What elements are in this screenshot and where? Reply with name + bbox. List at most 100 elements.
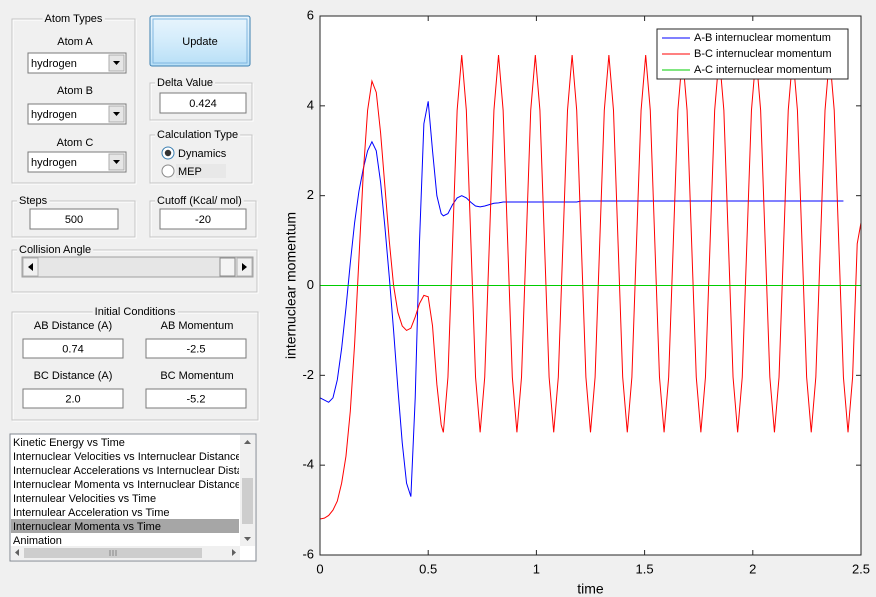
x-tick-label: 1 <box>533 561 540 576</box>
atom-label: Atom A <box>57 36 93 48</box>
radio-label-bg <box>176 164 226 178</box>
legend-label: B-C internuclear momentum <box>694 48 832 60</box>
list-item[interactable]: Internuclear Velocities vs Internuclear … <box>13 451 242 463</box>
dropdown[interactable] <box>27 151 127 173</box>
field-label: BC Momentum <box>160 370 233 382</box>
input-text: -2.5 <box>187 343 206 355</box>
list-item[interactable]: Kinetic Energy vs Time <box>13 437 125 449</box>
panel-title-bg <box>155 194 244 208</box>
steps-panel <box>12 201 137 239</box>
collision-panel <box>12 250 259 294</box>
list-item[interactable]: Internuclear Momenta vs Time <box>13 521 161 533</box>
list-selection <box>11 519 239 533</box>
plot-listbox[interactable] <box>9 433 257 562</box>
panel-title-bg <box>17 243 94 257</box>
x-tick-label: 2.5 <box>852 561 870 576</box>
list-item[interactable]: Animation <box>13 535 62 547</box>
dropdown-arrow <box>113 160 120 164</box>
x-tick-label: 2 <box>749 561 756 576</box>
legend-label: A-B internuclear momentum <box>694 32 831 44</box>
legend-label: A-C internuclear momentum <box>694 64 832 76</box>
dropdown-arrow <box>113 61 120 65</box>
field-label: BC Distance (A) <box>34 370 113 382</box>
dropdown-text: hydrogen <box>31 109 77 121</box>
v-scroll-thumb[interactable] <box>242 478 253 524</box>
slider-track[interactable] <box>21 256 254 278</box>
h-scroll-grip <box>109 550 117 556</box>
dropdown[interactable] <box>27 52 127 74</box>
radio-button[interactable] <box>161 164 175 178</box>
y-tick-label: 0 <box>307 277 314 292</box>
x-axis-label: time <box>577 581 604 597</box>
input-text: 2.0 <box>65 393 80 405</box>
panel-title: Atom Types <box>45 13 103 25</box>
field-label: AB Distance (A) <box>34 320 112 332</box>
input-text: 0.424 <box>189 98 217 110</box>
y-tick-label: 2 <box>307 187 314 202</box>
delta-input[interactable] <box>159 92 247 114</box>
input-text: -20 <box>195 214 211 226</box>
x-tick-label: 0.5 <box>419 561 437 576</box>
data-line <box>320 55 861 520</box>
dropdown[interactable] <box>27 103 127 125</box>
radio-dot <box>164 149 172 157</box>
field-label: AB Momentum <box>161 320 234 332</box>
list-item[interactable]: Internulear Velocities vs Time <box>13 493 156 505</box>
slider-thumb[interactable] <box>219 257 236 277</box>
field-input[interactable] <box>145 388 247 409</box>
v-scroll-up <box>244 440 251 444</box>
panel-title-bg <box>155 76 216 90</box>
y-tick-label: 4 <box>307 97 314 112</box>
update-button-focus <box>152 18 248 64</box>
atom-label: Atom B <box>57 85 93 97</box>
field-input[interactable] <box>22 338 124 359</box>
y-tick-label: -6 <box>302 546 314 561</box>
field-input[interactable] <box>145 338 247 359</box>
dropdown-arrow <box>113 112 120 116</box>
update-button[interactable] <box>149 15 251 67</box>
x-tick-label: 0 <box>316 561 323 576</box>
input-text: 500 <box>65 214 83 226</box>
panel-title-bg <box>92 305 178 319</box>
plot-lines <box>320 55 861 520</box>
collision-panel <box>11 249 258 293</box>
dropdown-text: hydrogen <box>31 58 77 70</box>
update-button-label: Update <box>182 36 217 48</box>
input-text: 0.74 <box>62 343 83 355</box>
plot-frame <box>319 15 862 556</box>
data-line <box>320 101 844 497</box>
dropdown-text: hydrogen <box>31 157 77 169</box>
panel-title: Steps <box>19 195 48 207</box>
x-tick-label: 1.5 <box>636 561 654 576</box>
panel-title-bg <box>42 12 105 26</box>
panel-title-bg <box>17 194 50 208</box>
y-tick-label: -4 <box>302 457 314 472</box>
y-tick-label: -2 <box>302 367 314 382</box>
list-item[interactable]: Internuclear Accelerations vs Internucle… <box>13 465 261 477</box>
panel-title: Cutoff (Kcal/ mol) <box>157 195 242 207</box>
list-item[interactable]: Internulear Acceleration vs Time <box>13 507 170 519</box>
atom-label: Atom C <box>57 137 94 149</box>
radio-label: MEP <box>178 166 202 178</box>
steps-panel <box>11 200 136 238</box>
y-axis-label: internuclear momentum <box>283 212 299 359</box>
panel-title-bg <box>155 128 241 142</box>
slider-left-arrow <box>28 263 33 271</box>
cutoff-input[interactable] <box>159 208 247 230</box>
field-input[interactable] <box>22 388 124 409</box>
panel-title: Initial Conditions <box>95 306 176 318</box>
radio-label: Dynamics <box>178 148 227 160</box>
panel-title: Delta Value <box>157 77 213 89</box>
y-tick-label: 6 <box>307 7 314 22</box>
v-scroll-down <box>244 537 251 541</box>
input-text: -5.2 <box>187 393 206 405</box>
list-item[interactable]: Internuclear Momenta vs Internuclear Dis… <box>13 479 241 491</box>
h-scroll-right <box>232 549 236 556</box>
panel-title: Calculation Type <box>157 129 238 141</box>
slider-right-arrow <box>242 263 247 271</box>
steps-input[interactable] <box>29 208 119 230</box>
panel-title: Collision Angle <box>19 244 91 256</box>
h-scroll-left <box>15 549 19 556</box>
